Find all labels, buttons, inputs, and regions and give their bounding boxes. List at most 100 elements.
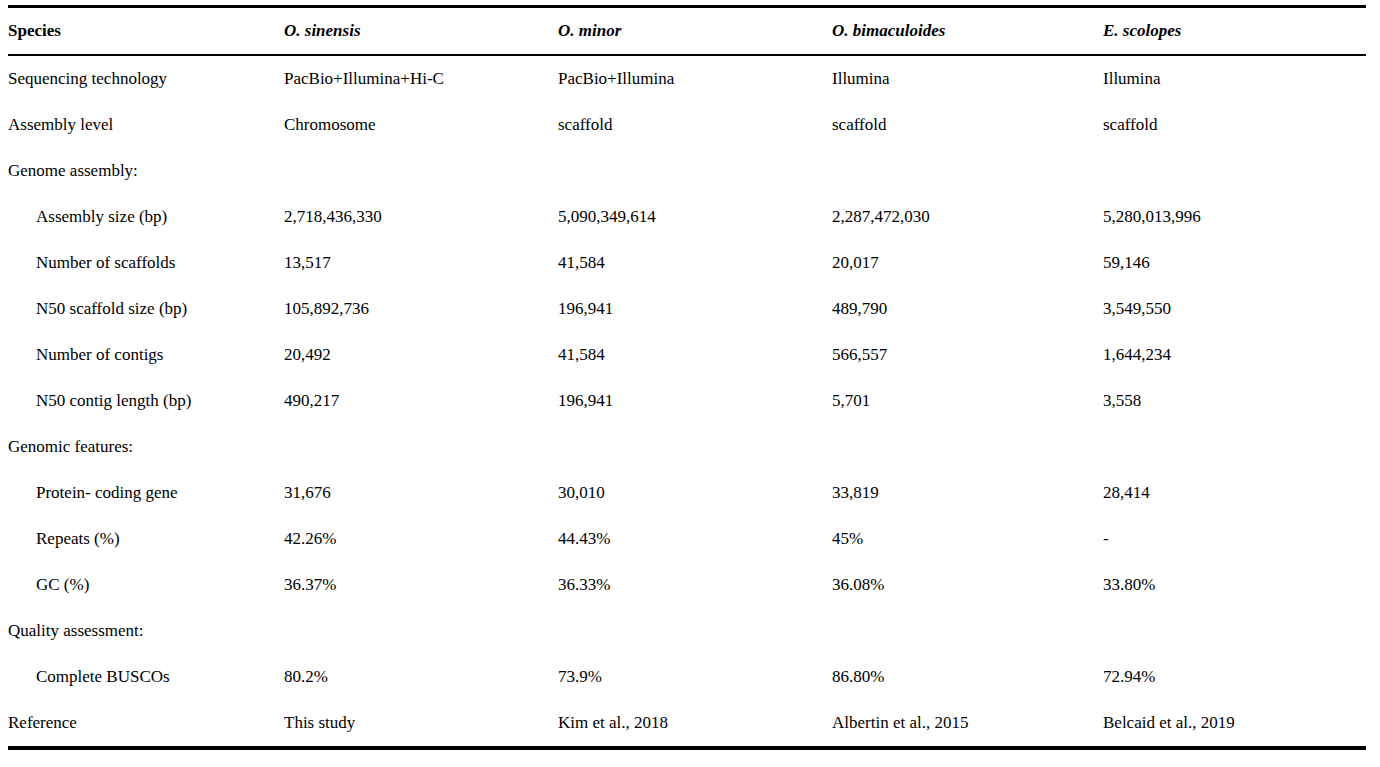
row-label: Number of scaffolds xyxy=(8,240,284,286)
header-row: Species O. sinensis O. minor O. bimaculo… xyxy=(8,7,1366,56)
cell-value xyxy=(284,424,558,470)
table-body: Sequencing technologyPacBio+Illumina+Hi-… xyxy=(8,55,1366,748)
table-row: Assembly levelChromosomescaffoldscaffold… xyxy=(8,102,1366,148)
row-label: Sequencing technology xyxy=(8,55,284,102)
cell-value: Illumina xyxy=(832,55,1103,102)
table-row: Number of scaffolds13,51741,58420,01759,… xyxy=(8,240,1366,286)
cell-value xyxy=(1103,424,1366,470)
cell-value: 13,517 xyxy=(284,240,558,286)
column-header-o-minor: O. minor xyxy=(558,7,832,56)
cell-value: 41,584 xyxy=(558,332,832,378)
row-label: N50 contig length (bp) xyxy=(8,378,284,424)
cell-value: 20,492 xyxy=(284,332,558,378)
cell-value: 30,010 xyxy=(558,470,832,516)
table-row: N50 contig length (bp)490,217196,9415,70… xyxy=(8,378,1366,424)
table-header: Species O. sinensis O. minor O. bimaculo… xyxy=(8,7,1366,56)
cell-value: 45% xyxy=(832,516,1103,562)
table-row: Sequencing technologyPacBio+Illumina+Hi-… xyxy=(8,55,1366,102)
cell-value: 80.2% xyxy=(284,654,558,700)
cell-value: 566,557 xyxy=(832,332,1103,378)
cell-value: 2,287,472,030 xyxy=(832,194,1103,240)
cell-value: 3,549,550 xyxy=(1103,286,1366,332)
cell-value: PacBio+Illumina+Hi-C xyxy=(284,55,558,102)
cell-value: 33,819 xyxy=(832,470,1103,516)
cell-value xyxy=(558,148,832,194)
section-row: Quality assessment: xyxy=(8,608,1366,654)
section-label: Genome assembly: xyxy=(8,148,284,194)
column-header-e-scolopes: E. scolopes xyxy=(1103,7,1366,56)
column-header-o-bimaculoides: O. bimaculoides xyxy=(832,7,1103,56)
cell-value: Chromosome xyxy=(284,102,558,148)
cell-value: Albertin et al., 2015 xyxy=(832,700,1103,748)
row-label: Number of contigs xyxy=(8,332,284,378)
row-label: Reference xyxy=(8,700,284,748)
genome-assembly-comparison-table: Species O. sinensis O. minor O. bimaculo… xyxy=(8,5,1366,750)
cell-value: scaffold xyxy=(832,102,1103,148)
cell-value: 489,790 xyxy=(832,286,1103,332)
cell-value xyxy=(832,148,1103,194)
cell-value: 36.33% xyxy=(558,562,832,608)
column-header-species: Species xyxy=(8,7,284,56)
row-label: Assembly level xyxy=(8,102,284,148)
cell-value xyxy=(284,608,558,654)
cell-value: Illumina xyxy=(1103,55,1366,102)
cell-value xyxy=(832,424,1103,470)
row-label: GC (%) xyxy=(8,562,284,608)
cell-value: - xyxy=(1103,516,1366,562)
row-label: Repeats (%) xyxy=(8,516,284,562)
cell-value xyxy=(832,608,1103,654)
cell-value xyxy=(284,148,558,194)
cell-value: 59,146 xyxy=(1103,240,1366,286)
table-row: Protein- coding gene31,67630,01033,81928… xyxy=(8,470,1366,516)
row-label: Assembly size (bp) xyxy=(8,194,284,240)
paper-page: Species O. sinensis O. minor O. bimaculo… xyxy=(0,0,1380,767)
cell-value: 73.9% xyxy=(558,654,832,700)
row-label: Protein- coding gene xyxy=(8,470,284,516)
table-row: Number of contigs20,49241,584566,5571,64… xyxy=(8,332,1366,378)
cell-value: 20,017 xyxy=(832,240,1103,286)
table-row: N50 scaffold size (bp)105,892,736196,941… xyxy=(8,286,1366,332)
cell-value: 44.43% xyxy=(558,516,832,562)
cell-value: 5,280,013,996 xyxy=(1103,194,1366,240)
table-row: Complete BUSCOs80.2%73.9%86.80%72.94% xyxy=(8,654,1366,700)
cell-value: 36.08% xyxy=(832,562,1103,608)
table-row: ReferenceThis studyKim et al., 2018Alber… xyxy=(8,700,1366,748)
row-label: N50 scaffold size (bp) xyxy=(8,286,284,332)
cell-value: scaffold xyxy=(558,102,832,148)
cell-value: 196,941 xyxy=(558,286,832,332)
cell-value: 31,676 xyxy=(284,470,558,516)
cell-value xyxy=(558,424,832,470)
cell-value: 3,558 xyxy=(1103,378,1366,424)
cell-value xyxy=(558,608,832,654)
cell-value: Kim et al., 2018 xyxy=(558,700,832,748)
cell-value: 86.80% xyxy=(832,654,1103,700)
section-label: Quality assessment: xyxy=(8,608,284,654)
cell-value: PacBio+Illumina xyxy=(558,55,832,102)
cell-value: 33.80% xyxy=(1103,562,1366,608)
row-label: Complete BUSCOs xyxy=(8,654,284,700)
cell-value: 5,090,349,614 xyxy=(558,194,832,240)
section-row: Genome assembly: xyxy=(8,148,1366,194)
cell-value: 2,718,436,330 xyxy=(284,194,558,240)
cell-value: 490,217 xyxy=(284,378,558,424)
table-row: Assembly size (bp)2,718,436,3305,090,349… xyxy=(8,194,1366,240)
cell-value xyxy=(1103,608,1366,654)
table-row: GC (%)36.37%36.33%36.08%33.80% xyxy=(8,562,1366,608)
cell-value: 196,941 xyxy=(558,378,832,424)
cell-value: 72.94% xyxy=(1103,654,1366,700)
section-label: Genomic features: xyxy=(8,424,284,470)
cell-value: scaffold xyxy=(1103,102,1366,148)
cell-value: 5,701 xyxy=(832,378,1103,424)
cell-value: 1,644,234 xyxy=(1103,332,1366,378)
cell-value: 28,414 xyxy=(1103,470,1366,516)
cell-value: 36.37% xyxy=(284,562,558,608)
cell-value: 42.26% xyxy=(284,516,558,562)
column-header-o-sinensis: O. sinensis xyxy=(284,7,558,56)
cell-value: Belcaid et al., 2019 xyxy=(1103,700,1366,748)
cell-value xyxy=(1103,148,1366,194)
cell-value: This study xyxy=(284,700,558,748)
cell-value: 41,584 xyxy=(558,240,832,286)
table-row: Repeats (%)42.26%44.43%45%- xyxy=(8,516,1366,562)
cell-value: 105,892,736 xyxy=(284,286,558,332)
section-row: Genomic features: xyxy=(8,424,1366,470)
